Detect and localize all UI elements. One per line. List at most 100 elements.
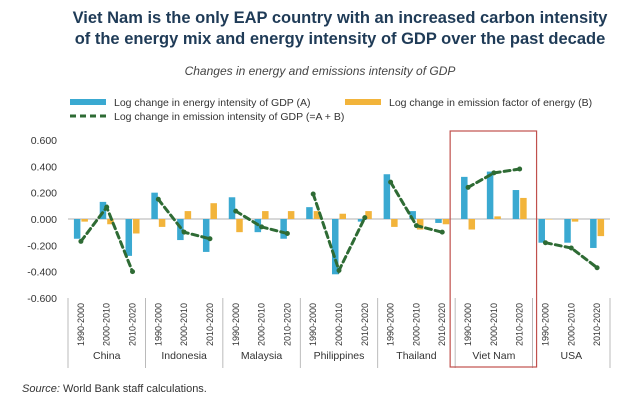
bar-energy-intensity <box>461 176 468 219</box>
emission-intensity-point <box>207 236 213 242</box>
bar-emission-factor <box>494 216 501 219</box>
bar-energy-intensity <box>590 219 597 248</box>
y-tick-label: 0.000 <box>31 214 57 226</box>
bar-emission-factor <box>365 211 372 219</box>
x-tick-label: 2000-2010 <box>566 303 576 346</box>
emission-intensity-point <box>517 166 523 172</box>
y-tick-label: -0.400 <box>27 267 57 279</box>
chart-subtitle: Changes in energy and emissions intensit… <box>184 64 456 78</box>
x-tick-label: 2010-2020 <box>437 303 447 346</box>
y-tick-label: 0.200 <box>31 188 57 200</box>
source-note: Source: World Bank staff calculations. <box>22 383 207 395</box>
emission-intensity-point <box>233 208 239 214</box>
title-line-2: of the energy mix and energy intensity o… <box>74 30 606 48</box>
bar-emission-factor <box>262 211 269 219</box>
bar-emission-factor <box>391 219 398 227</box>
bar-emission-factor <box>287 211 295 219</box>
group-label: Indonesia <box>161 350 207 362</box>
x-tick-label: 2000-2010 <box>411 303 421 346</box>
x-tick-label: 1990-2000 <box>153 303 163 346</box>
emission-intensity-point <box>310 191 316 197</box>
source-label: Source: <box>22 383 60 395</box>
emission-intensity-point <box>284 230 290 236</box>
bar-emission-factor <box>210 203 217 219</box>
group-label: Philippines <box>314 350 365 362</box>
x-tick-label: 1990-2000 <box>463 303 473 346</box>
emission-intensity-point <box>259 224 265 230</box>
legend-label-2: Log change in emission intensity of GDP … <box>114 111 344 123</box>
x-tick-label: 2010-2020 <box>282 303 292 346</box>
x-tick-label: 2000-2010 <box>179 303 189 346</box>
x-tick-label: 2010-2020 <box>592 303 602 346</box>
bar-energy-intensity <box>409 211 416 219</box>
group-label: USA <box>560 350 582 362</box>
emission-intensity-point <box>336 267 342 273</box>
emission-intensity-point <box>78 238 84 244</box>
x-tick-label: 2010-2020 <box>205 303 215 346</box>
bar-energy-intensity <box>99 201 107 219</box>
bar-emission-factor <box>545 219 553 220</box>
bar-emission-factor <box>442 219 450 225</box>
y-tick-label: 0.400 <box>31 161 57 173</box>
y-tick-label: -0.600 <box>27 293 57 305</box>
title-line-1: Viet Nam is the only EAP country with an… <box>72 9 608 27</box>
x-tick-label: 1990-2000 <box>540 303 550 346</box>
chart-title: Viet Nam is the only EAP country with an… <box>60 8 620 50</box>
bar-energy-intensity <box>538 219 545 243</box>
emission-intensity-point <box>413 223 419 229</box>
y-tick-label: 0.600 <box>31 135 57 147</box>
bar-energy-intensity <box>486 171 494 219</box>
bar-emission-factor <box>158 219 166 227</box>
bar-energy-intensity <box>564 219 571 243</box>
bar-energy-intensity <box>357 219 365 222</box>
emission-intensity-line-malaysia <box>234 209 289 235</box>
bar-emission-factor <box>236 219 243 233</box>
group-label: Malaysia <box>241 350 283 362</box>
bar-emission-factor <box>313 211 321 219</box>
bar-energy-intensity <box>177 219 184 241</box>
bar-emission-factor <box>81 219 88 222</box>
bar-energy-intensity <box>73 219 81 239</box>
bar-emission-factor <box>184 211 192 219</box>
legend-label-0: Log change in energy intensity of GDP (A… <box>114 97 311 109</box>
x-tick-label: 2000-2010 <box>489 303 499 346</box>
bar-energy-intensity <box>306 207 313 219</box>
legend-swatch-0 <box>70 99 106 105</box>
emission-intensity-line-philippines <box>311 192 367 275</box>
x-tick-label: 1990-2000 <box>76 303 86 346</box>
emission-intensity-point <box>439 229 445 235</box>
x-tick-label: 1990-2000 <box>231 303 241 346</box>
bar-emission-factor <box>107 219 114 225</box>
x-tick-label: 1990-2000 <box>386 303 396 346</box>
group-label: Viet Nam <box>472 350 515 362</box>
emission-intensity-point <box>362 215 368 221</box>
y-tick-label: -0.200 <box>27 240 57 252</box>
emission-intensity-line-china <box>79 204 134 274</box>
emission-intensity-point <box>568 245 574 251</box>
emission-intensity-point <box>491 170 497 176</box>
legend-label-1: Log change in emission factor of energy … <box>389 97 592 109</box>
x-tick-label: 2000-2010 <box>102 303 112 346</box>
x-tick-label: 1990-2000 <box>308 303 318 346</box>
bar-emission-factor <box>520 197 527 219</box>
legend-swatch-1 <box>345 99 381 105</box>
emission-intensity-point <box>181 229 187 235</box>
bar-energy-intensity <box>125 219 133 256</box>
bar-energy-intensity <box>435 219 442 223</box>
emission-intensity-point <box>155 196 161 202</box>
bar-energy-intensity <box>512 190 520 219</box>
emission-intensity-point <box>594 265 600 271</box>
x-tick-label: 2000-2010 <box>257 303 267 346</box>
bar-emission-factor <box>468 219 476 230</box>
emission-intensity-point <box>104 204 110 210</box>
bar-energy-intensity <box>202 219 210 252</box>
x-tick-label: 2010-2020 <box>360 303 370 346</box>
highlight-box <box>449 130 538 368</box>
bar-emission-factor <box>416 219 424 230</box>
bar-energy-intensity <box>383 174 391 219</box>
emission-intensity-point <box>465 184 471 190</box>
x-tick-label: 2010-2020 <box>515 303 525 346</box>
bar-emission-factor <box>597 219 605 237</box>
